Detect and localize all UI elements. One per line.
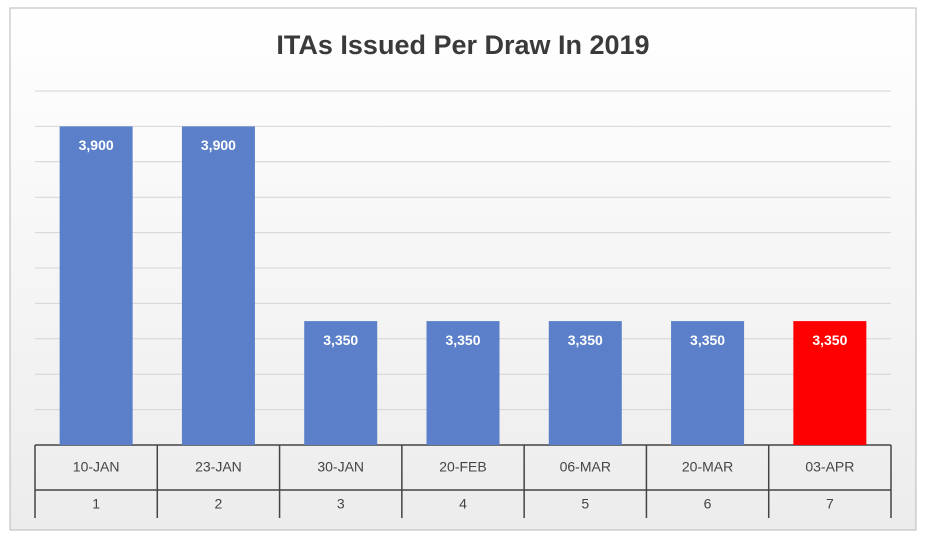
value-label: 3,350 (323, 332, 358, 348)
value-label: 3,350 (812, 332, 847, 348)
value-label: 3,900 (79, 137, 114, 153)
bar (181, 126, 255, 446)
value-label: 3,350 (568, 332, 603, 348)
x-subtick-label: 6 (704, 496, 712, 512)
value-label: 3,900 (201, 137, 236, 153)
x-tick-label: 06-MAR (560, 459, 611, 475)
value-label: 3,350 (690, 332, 725, 348)
bar (548, 321, 622, 445)
x-subtick-label: 2 (215, 496, 223, 512)
x-subtick-label: 7 (826, 496, 834, 512)
x-tick-label: 03-APR (805, 459, 854, 475)
x-subtick-label: 3 (337, 496, 345, 512)
bar (671, 321, 745, 445)
chart-title: ITAs Issued Per Draw In 2019 (276, 30, 649, 60)
bar (426, 321, 500, 445)
x-tick-label: 30-JAN (317, 459, 364, 475)
value-label: 3,350 (445, 332, 480, 348)
x-tick-label: 20-MAR (682, 459, 733, 475)
x-tick-label: 20-FEB (439, 459, 486, 475)
x-tick-label: 10-JAN (73, 459, 120, 475)
x-subtick-label: 4 (459, 496, 467, 512)
chart-frame (9, 7, 917, 531)
x-tick-label: 23-JAN (195, 459, 242, 475)
bar (304, 321, 378, 445)
bar (59, 126, 133, 446)
x-subtick-label: 5 (581, 496, 589, 512)
bar (793, 321, 867, 445)
x-subtick-label: 1 (92, 496, 100, 512)
